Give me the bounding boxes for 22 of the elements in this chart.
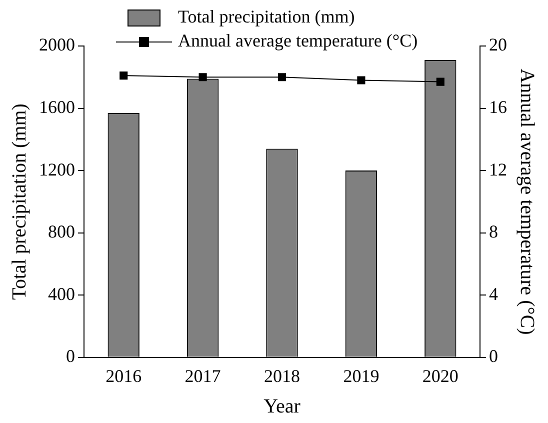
x-tick-label: 2020 bbox=[422, 366, 458, 386]
y-tick-label: 1200 bbox=[39, 159, 75, 180]
y2-tick-label: 0 bbox=[489, 346, 498, 366]
y-tick-label: 0 bbox=[66, 346, 75, 366]
y2-tick-label: 8 bbox=[489, 222, 498, 242]
y-tick-label: 2000 bbox=[39, 34, 75, 55]
y2-tick-label: 16 bbox=[489, 97, 507, 118]
y2-tick-label: 12 bbox=[489, 159, 507, 180]
x-axis-title: Year bbox=[264, 395, 301, 418]
y-axis-title: Total precipitation (mm) bbox=[8, 104, 30, 300]
y2-tick-label: 20 bbox=[489, 34, 507, 55]
x-tick-label: 2016 bbox=[106, 366, 142, 386]
x-tick-label: 2018 bbox=[264, 366, 300, 386]
x-tick-label: 2019 bbox=[343, 366, 380, 386]
y-tick-label: 1600 bbox=[39, 97, 75, 118]
legend-label: Annual average temperature (°C) bbox=[178, 30, 418, 51]
y2-tick-label: 4 bbox=[489, 284, 498, 304]
y2-axis-title: Annual average temperature (°C) bbox=[516, 68, 538, 335]
legend-label: Total precipitation (mm) bbox=[178, 6, 355, 27]
y-tick-label: 800 bbox=[48, 222, 75, 242]
x-tick-label: 2017 bbox=[184, 366, 221, 386]
y-tick-label: 400 bbox=[48, 284, 75, 304]
